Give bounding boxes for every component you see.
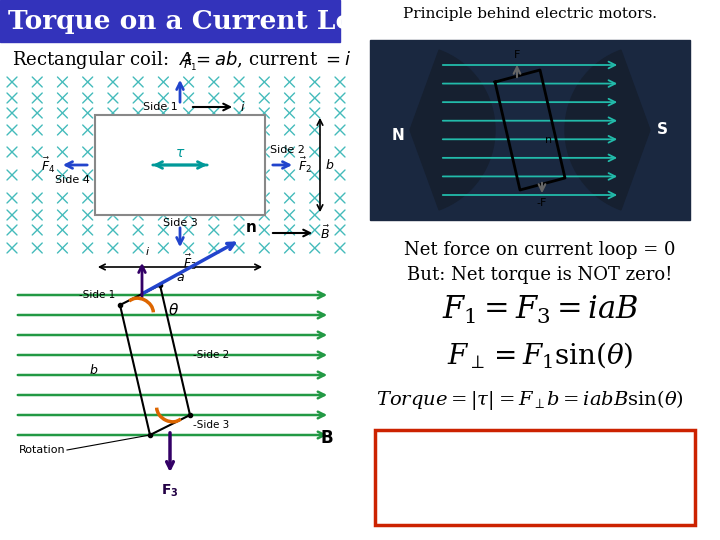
Text: Side 4: Side 4 [55,175,90,185]
Text: Principle behind electric motors.: Principle behind electric motors. [403,7,657,21]
Wedge shape [565,50,650,210]
Text: -Side 2: -Side 2 [193,350,229,360]
Text: But: Net torque is NOT zero!: But: Net torque is NOT zero! [408,266,672,284]
Text: $\tau = N\,I\,A\,B\sin\theta$,: $\tau = N\,I\,A\,B\sin\theta$, [390,474,516,492]
Text: $F_1 = F_3 = iaB$: $F_1 = F_3 = iaB$ [441,294,639,326]
Bar [95,115,265,215]
Text: Torque on a Current Loop:: Torque on a Current Loop: [8,9,399,33]
Text: F: F [514,50,520,60]
Text: $\mathbf{n}$: $\mathbf{n}$ [245,220,256,235]
Text: Net force on current loop = 0: Net force on current loop = 0 [404,241,676,259]
Text: $\vec{F}_4$: $\vec{F}_4$ [41,156,55,174]
Text: n: n [545,135,552,145]
Text: S: S [657,123,667,138]
Text: -F: -F [537,198,547,208]
Text: $\tau$: $\tau$ [175,146,185,160]
Text: Rotation: Rotation [19,445,65,455]
Text: $i$: $i$ [145,245,150,257]
Bar [370,40,690,220]
Text: $\vec{F}_1$: $\vec{F}_1$ [183,53,197,73]
Text: $\vec{B}$: $\vec{B}$ [320,224,330,241]
Text: $\mathbf{F_3}$: $\mathbf{F_3}$ [161,483,179,500]
Text: $\mathbf{B}$: $\mathbf{B}$ [320,429,333,447]
Bar [375,430,695,525]
Text: $\mathit{Torque} = |\tau| = F_{\perp}b = iabB\sin(\theta)$: $\mathit{Torque} = |\tau| = F_{\perp}b =… [376,388,684,412]
Text: where $A$ is the area of coil: where $A$ is the area of coil [390,500,612,517]
Text: Rectangular coil:  $A=ab$, current $= i$: Rectangular coil: $A=ab$, current $= i$ [12,49,351,71]
Text: Side 2: Side 2 [270,145,305,155]
Text: $b$: $b$ [325,158,334,172]
Text: N: N [392,127,405,143]
Bar [95,115,265,215]
Text: $b$: $b$ [89,363,98,377]
Bar [0,0,340,42]
Text: -Side 3: -Side 3 [193,420,229,430]
Text: Side 3: Side 3 [163,218,197,228]
Wedge shape [410,50,495,210]
Text: $i$: $i$ [240,100,246,114]
Text: $\theta$: $\theta$ [168,302,179,318]
Text: -Side 1: -Side 1 [78,290,115,300]
Text: $\vec{F}_3$: $\vec{F}_3$ [183,253,197,272]
Text: $\vec{F}_2$: $\vec{F}_2$ [298,156,312,174]
Text: $F_{\perp} = F_1 \sin(\theta)$: $F_{\perp} = F_1 \sin(\theta)$ [446,340,634,370]
Text: Side 1: Side 1 [143,102,177,112]
Text: For a coil with $N$ turns,: For a coil with $N$ turns, [390,448,585,467]
Text: $a$: $a$ [176,271,184,284]
